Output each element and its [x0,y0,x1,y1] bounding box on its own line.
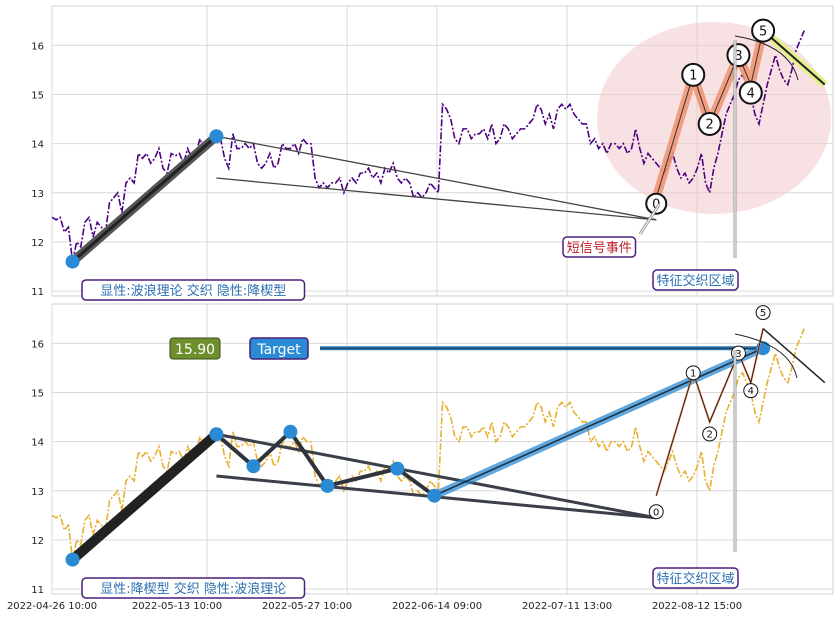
short-signal-label-box [562,236,637,258]
wave-point-label: 0 [653,507,659,518]
value-badge: 15.90 [175,342,215,358]
wave-point-marker [702,426,718,442]
y-tick-label: 14 [31,438,44,449]
wave-point-marker [645,192,668,215]
wave-point-label: 1 [689,68,697,83]
pivot-point [390,461,405,476]
wave-point-marker [755,305,771,321]
x-tick-label: 2022-06-14 09:00 [392,601,482,612]
y-tick-label: 12 [31,536,44,547]
pivot-point [209,427,224,442]
wedge-upper-line [216,135,657,221]
wedge-zigzag [215,429,436,498]
wave-path-core [655,328,764,496]
wave-point-marker [751,18,776,43]
event-arrow-shaft-core [639,204,660,235]
x-axis: 2022-04-26 10:00 2022-05-13 10:00 2022-05-… [7,601,742,612]
projection-line [762,29,826,86]
y-tick-label: 16 [31,339,44,350]
x-tick-label: 2022-05-27 10:00 [262,601,352,612]
feature-zone-label: 特征交织区域 [656,273,734,289]
x-tick-label: 2022-04-26 10:00 [7,601,97,612]
y-tick-label: 16 [31,41,44,52]
pivot-point [65,552,80,567]
pattern-label-top-box [81,279,306,301]
pattern-label-bottom-box [81,577,306,599]
y-tick-label: 14 [31,140,44,151]
short-signal-label: 短信号事件 [567,241,632,256]
wave-path [655,30,764,198]
pivot-point [320,478,335,493]
wedge-upper-line [216,432,657,520]
feature-zone-label-box [652,269,739,291]
value-badge-box [169,337,221,360]
pattern-label-bottom: 显性:降楔型 交织 隐性:波浪理论 [100,581,286,597]
x-tick-label: 2022-05-13 10:00 [132,601,222,612]
wave-point-label: 2 [706,430,712,441]
wave-point-marker [743,383,759,399]
wave-point-label: 4 [747,86,755,101]
pivot-point [427,488,442,503]
wave-point-marker [685,365,701,381]
pivot-point [209,129,224,144]
pivot-point [246,459,261,474]
target-badge-box [249,337,309,360]
impulse-line [67,429,222,565]
breakout-line [433,347,764,497]
wave-point-marker [697,111,722,136]
wave-point-marker [738,80,763,105]
y-tick-label: 13 [31,487,44,498]
y-tick-label: 12 [31,238,44,249]
feature-zone-label: 特征交织区域 [656,571,734,587]
wave-point-label: 4 [748,386,754,397]
pivot-point [65,254,80,269]
pivot-point [283,424,298,439]
impulse-line [71,135,218,263]
y-tick-label: 11 [31,287,44,298]
wave-point-marker [726,43,751,68]
y-tick-label: 15 [31,90,44,101]
wave-point-label: 1 [690,368,696,379]
y-tick-label: 15 [31,388,44,399]
price-series-line [51,328,805,560]
y-tick-label: 13 [31,189,44,200]
wave-point-label: 2 [706,118,714,133]
target-badge: Target [256,342,301,358]
projection-arc [734,35,799,81]
projection-line [762,328,826,384]
wedge-lower-line [216,177,657,221]
wave-point-label: 5 [760,308,766,319]
wave-point-label: 3 [735,349,741,360]
wave-point-label: 5 [759,24,767,39]
x-tick-label: 2022-08-12 15:00 [652,601,742,612]
wave-point-label: 3 [734,49,742,64]
x-tick-label: 2022-07-11 13:00 [522,601,612,612]
projection-arc [734,333,798,379]
pattern-label-top: 显性:波浪理论 交织 隐性:降楔型 [100,283,286,299]
wave-point-label: 0 [652,197,660,212]
y-tick-label: 11 [31,585,44,596]
feature-zone-label-box [652,567,739,589]
wave-point-marker [681,62,706,87]
price-series-line [51,30,805,262]
wave-point-marker [648,504,664,520]
